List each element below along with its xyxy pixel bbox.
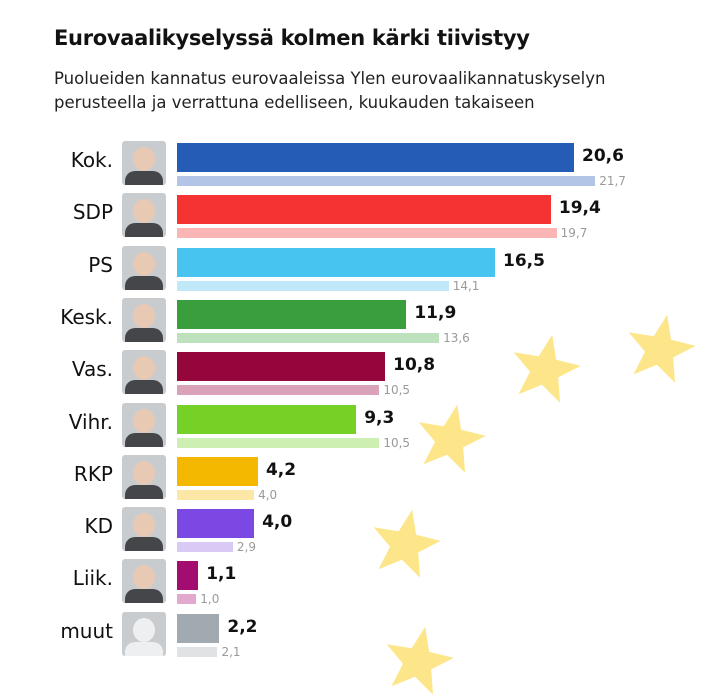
bar-previous: [177, 489, 255, 500]
star-icon: [628, 314, 696, 383]
party-label: Vihr.: [68, 409, 113, 434]
party-label: PS: [88, 252, 113, 277]
value-label: 19,4: [558, 198, 601, 219]
chart-subtitle: Puolueiden kannatus eurovaaleissa Ylen e…: [54, 69, 606, 112]
bar-current: [177, 456, 258, 486]
value-label: 2,2: [227, 616, 258, 637]
value-label: 1,1: [206, 564, 237, 585]
previous-value-label: 1,0: [200, 592, 220, 607]
star-icon: [418, 404, 486, 473]
candidate-photo: [122, 297, 166, 342]
party-label: KD: [84, 514, 113, 539]
candidate-photo: [122, 402, 166, 447]
party-label: Kok.: [70, 148, 113, 172]
candidate-photo: [122, 350, 166, 395]
value-label: 10,8: [393, 355, 436, 376]
candidate-photo: [122, 454, 166, 499]
bar-current: [177, 352, 386, 382]
previous-value-label: 10,5: [383, 435, 411, 450]
value-label: 4,2: [265, 459, 297, 480]
party-label: Kesk.: [60, 304, 113, 329]
value-label: 9,3: [364, 407, 395, 428]
candidate-photo: [122, 559, 166, 604]
bar-current: [177, 247, 495, 277]
bar-current: [177, 299, 407, 329]
bar-previous: [177, 228, 557, 239]
bar-current: [177, 195, 551, 225]
candidate-photo: [122, 141, 166, 185]
party-label: SDP: [72, 200, 113, 225]
value-label: 20,6: [582, 146, 624, 166]
party-label: Liik.: [72, 566, 113, 591]
value-label: 4,0: [262, 512, 293, 533]
bar-previous: [177, 176, 596, 186]
previous-value-label: 14,1: [452, 278, 480, 293]
previous-value-label: 2,9: [236, 540, 256, 555]
bar-previous: [177, 332, 440, 343]
bar-previous: [177, 280, 449, 291]
bar-current: [177, 509, 255, 539]
bar-current: [177, 404, 357, 434]
value-label: 11,9: [414, 302, 457, 323]
star-icon: [373, 509, 441, 578]
bar-current: [177, 143, 574, 172]
star-icon: [513, 334, 581, 403]
candidate-photo: [122, 507, 166, 552]
previous-value-label: 19,7: [560, 226, 588, 241]
bar-current: [177, 613, 220, 643]
previous-value-label: 13,6: [443, 330, 470, 345]
bar-current: [177, 561, 199, 591]
star-icon: [386, 626, 454, 695]
previous-value-label: 4,0: [258, 487, 278, 502]
previous-value-label: 21,7: [599, 174, 626, 188]
value-label: 16,5: [502, 250, 545, 271]
bar-previous: [177, 437, 380, 448]
bar-previous: [177, 385, 380, 396]
party-label: Vas.: [71, 357, 113, 382]
bar-previous: [177, 646, 218, 657]
party-label: RKP: [73, 461, 113, 486]
previous-value-label: 2,1: [221, 644, 241, 659]
candidate-photo: [122, 193, 166, 238]
candidate-photo: [122, 245, 166, 290]
candidate-photo: [122, 611, 166, 656]
chart-title: Eurovaalikyselyssä kolmen kärki tiivisty…: [54, 26, 530, 50]
party-label: muut: [60, 618, 113, 643]
bar-previous: [177, 594, 197, 605]
bar-previous: [177, 542, 233, 553]
previous-value-label: 10,5: [383, 383, 411, 398]
